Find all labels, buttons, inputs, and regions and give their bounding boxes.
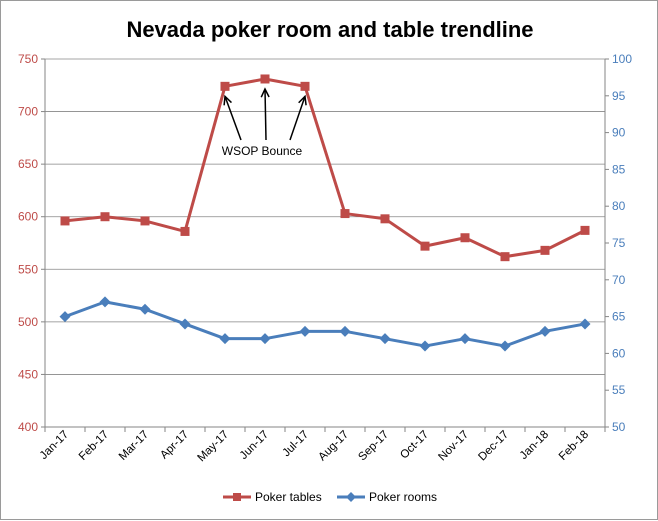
data-point-poker-rooms (179, 318, 191, 330)
right-tick-label: 65 (612, 310, 626, 324)
data-point-poker-tables (460, 233, 470, 243)
data-point-poker-rooms (459, 333, 471, 345)
chart-title: Nevada poker room and table trendline (126, 17, 533, 42)
data-point-poker-rooms (339, 325, 351, 337)
data-point-poker-rooms (419, 340, 431, 352)
data-point-poker-tables (500, 252, 510, 262)
data-point-poker-tables (580, 225, 590, 235)
x-tick-label: Nov-17 (436, 429, 471, 464)
annotation-arrowhead (223, 94, 232, 106)
data-point-poker-tables (220, 81, 230, 91)
annotation-arrow (224, 96, 242, 141)
data-point-poker-tables (300, 81, 310, 91)
x-tick-label: Mar-17 (117, 429, 151, 463)
annotation-arrow (264, 88, 267, 141)
data-point-poker-rooms (219, 333, 231, 345)
annotation-arrowhead (298, 94, 307, 106)
left-tick-label: 400 (18, 420, 38, 434)
left-tick-label: 500 (18, 315, 38, 329)
x-tick-label: Jul-17 (280, 429, 311, 460)
x-tick-label: Feb-18 (557, 429, 591, 463)
data-point-poker-rooms (499, 340, 511, 352)
data-point-poker-tables (180, 226, 190, 236)
data-point-poker-rooms (539, 325, 551, 337)
right-tick-label: 70 (612, 273, 626, 287)
data-point-poker-rooms (59, 311, 71, 323)
legend-marker-tables (233, 493, 241, 501)
right-tick-label: 55 (612, 383, 626, 397)
left-tick-label: 650 (18, 157, 38, 171)
annotation-label: WSOP Bounce (222, 144, 303, 158)
legend-label-tables: Poker tables (255, 490, 322, 504)
left-tick-label: 550 (18, 262, 38, 276)
gridlines (45, 58, 605, 375)
x-tick-label: Jan-18 (518, 429, 551, 462)
x-tick-label: Dec-17 (476, 429, 511, 464)
data-point-poker-tables (420, 241, 430, 251)
x-tick-label: Apr-17 (158, 429, 191, 462)
x-tick-label: Feb-17 (77, 429, 111, 463)
data-point-poker-tables (140, 216, 150, 226)
x-tick-label: Sep-17 (356, 429, 391, 464)
x-tick-label: Oct-17 (398, 429, 431, 462)
x-tick-label: May-17 (196, 429, 232, 465)
data-point-poker-tables (100, 212, 110, 222)
legend-item-tables: Poker tables (223, 490, 322, 504)
right-axis-ticks: 50 55 60 65 70 75 80 85 90 95 100 (605, 52, 632, 434)
legend-item-rooms: Poker rooms (337, 490, 437, 504)
right-tick-label: 85 (612, 162, 626, 176)
data-point-poker-tables (340, 209, 350, 219)
data-point-poker-rooms (99, 296, 111, 308)
data-point-poker-tables (380, 214, 390, 224)
legend: Poker tables Poker rooms (223, 490, 437, 504)
left-tick-label: 600 (18, 210, 38, 224)
legend-marker-rooms (346, 492, 356, 502)
right-tick-label: 100 (612, 52, 632, 66)
x-axis-ticks: Jan-17 Feb-17 Mar-17 Apr-17 May-17 Jun-17 Jul-… (38, 427, 606, 465)
annotation-arrowhead (260, 87, 270, 98)
data-point-poker-rooms (379, 333, 391, 345)
left-tick-label: 750 (18, 52, 38, 66)
left-tick-label: 450 (18, 367, 38, 381)
right-tick-label: 50 (612, 420, 626, 434)
annotation-arrow (289, 96, 306, 141)
left-axis-ticks: 400 450 500 550 600 650 700 750 (18, 52, 45, 434)
data-point-poker-rooms (139, 303, 151, 315)
annotation-group: WSOP Bounce (222, 87, 307, 158)
data-point-poker-tables (540, 245, 550, 255)
axes (44, 59, 606, 428)
x-tick-label: Jan-17 (38, 429, 71, 462)
series-group (59, 74, 591, 352)
data-point-poker-tables (60, 216, 70, 226)
data-point-poker-tables (260, 74, 270, 84)
x-tick-label: Aug-17 (316, 429, 351, 464)
right-tick-label: 60 (612, 346, 626, 360)
x-tick-label: Jun-17 (238, 429, 271, 462)
series-line-poker-tables (64, 77, 586, 259)
right-tick-label: 95 (612, 89, 626, 103)
legend-label-rooms: Poker rooms (369, 490, 437, 504)
right-tick-label: 80 (612, 199, 626, 213)
left-tick-label: 700 (18, 105, 38, 119)
right-tick-label: 90 (612, 126, 626, 140)
data-point-poker-rooms (579, 318, 591, 330)
right-tick-label: 75 (612, 236, 626, 250)
data-point-poker-rooms (259, 333, 271, 345)
series-line-poker-rooms (64, 300, 586, 348)
data-point-poker-rooms (299, 325, 311, 337)
